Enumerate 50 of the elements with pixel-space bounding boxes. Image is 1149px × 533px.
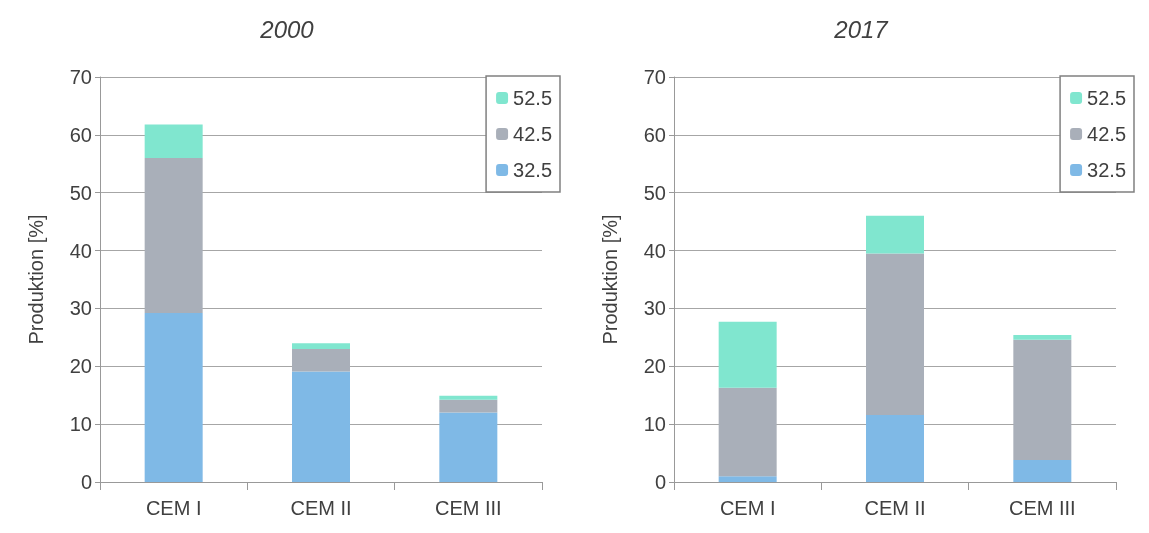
y-tick-label: 20 [69, 355, 92, 378]
bar [144, 313, 203, 482]
bar [292, 343, 350, 349]
bar [439, 399, 498, 413]
bar [144, 158, 203, 314]
y-tick-label: 60 [643, 123, 666, 146]
x-tick-label: CEM I [719, 497, 776, 519]
y-tick-label: 20 [643, 355, 666, 378]
bar [718, 476, 777, 482]
y-tick-label: 70 [643, 66, 666, 88]
bar [1013, 460, 1072, 482]
bar [1013, 339, 1072, 461]
bar [439, 395, 498, 400]
y-tick-label: 40 [69, 239, 92, 262]
y-tick-label: 30 [69, 297, 92, 320]
bar [144, 124, 203, 158]
bar [718, 321, 777, 388]
y-tick-label: 60 [69, 123, 92, 146]
bar [292, 348, 350, 372]
y-tick-label: 10 [69, 413, 92, 436]
x-tick-label: CEM III [1009, 497, 1076, 519]
legend-label: 52.5 [513, 87, 553, 109]
y-tick-label: 0 [654, 471, 666, 493]
x-tick-label: CEM II [290, 497, 352, 519]
x-tick-label: CEM II [864, 497, 926, 519]
bar [718, 387, 777, 477]
bar [439, 412, 498, 482]
y-axis-title: Produktion [%] [599, 214, 621, 345]
legend-label: 42.5 [1087, 123, 1127, 145]
bar [866, 414, 924, 482]
bar [292, 371, 350, 482]
legend-label: 52.5 [1087, 87, 1127, 109]
y-tick-label: 50 [69, 181, 92, 204]
y-tick-label: 70 [69, 66, 92, 88]
legend-label: 32.5 [1087, 159, 1127, 181]
y-tick-label: 50 [643, 181, 666, 204]
x-tick-label: CEM III [435, 497, 502, 519]
x-tick-label: CEM I [145, 497, 202, 519]
bar [1013, 335, 1072, 340]
y-axis-title: Produktion [%] [25, 214, 47, 345]
chart-title: 2000 [259, 15, 315, 43]
legend-label: 42.5 [513, 123, 553, 145]
y-tick-label: 10 [643, 413, 666, 436]
y-tick-label: 30 [643, 297, 666, 320]
y-tick-label: 40 [643, 239, 666, 262]
legend-label: 32.5 [513, 159, 553, 181]
bar [866, 215, 924, 254]
chart-title: 2017 [833, 15, 890, 43]
bar [866, 253, 924, 415]
y-tick-label: 0 [80, 471, 92, 493]
